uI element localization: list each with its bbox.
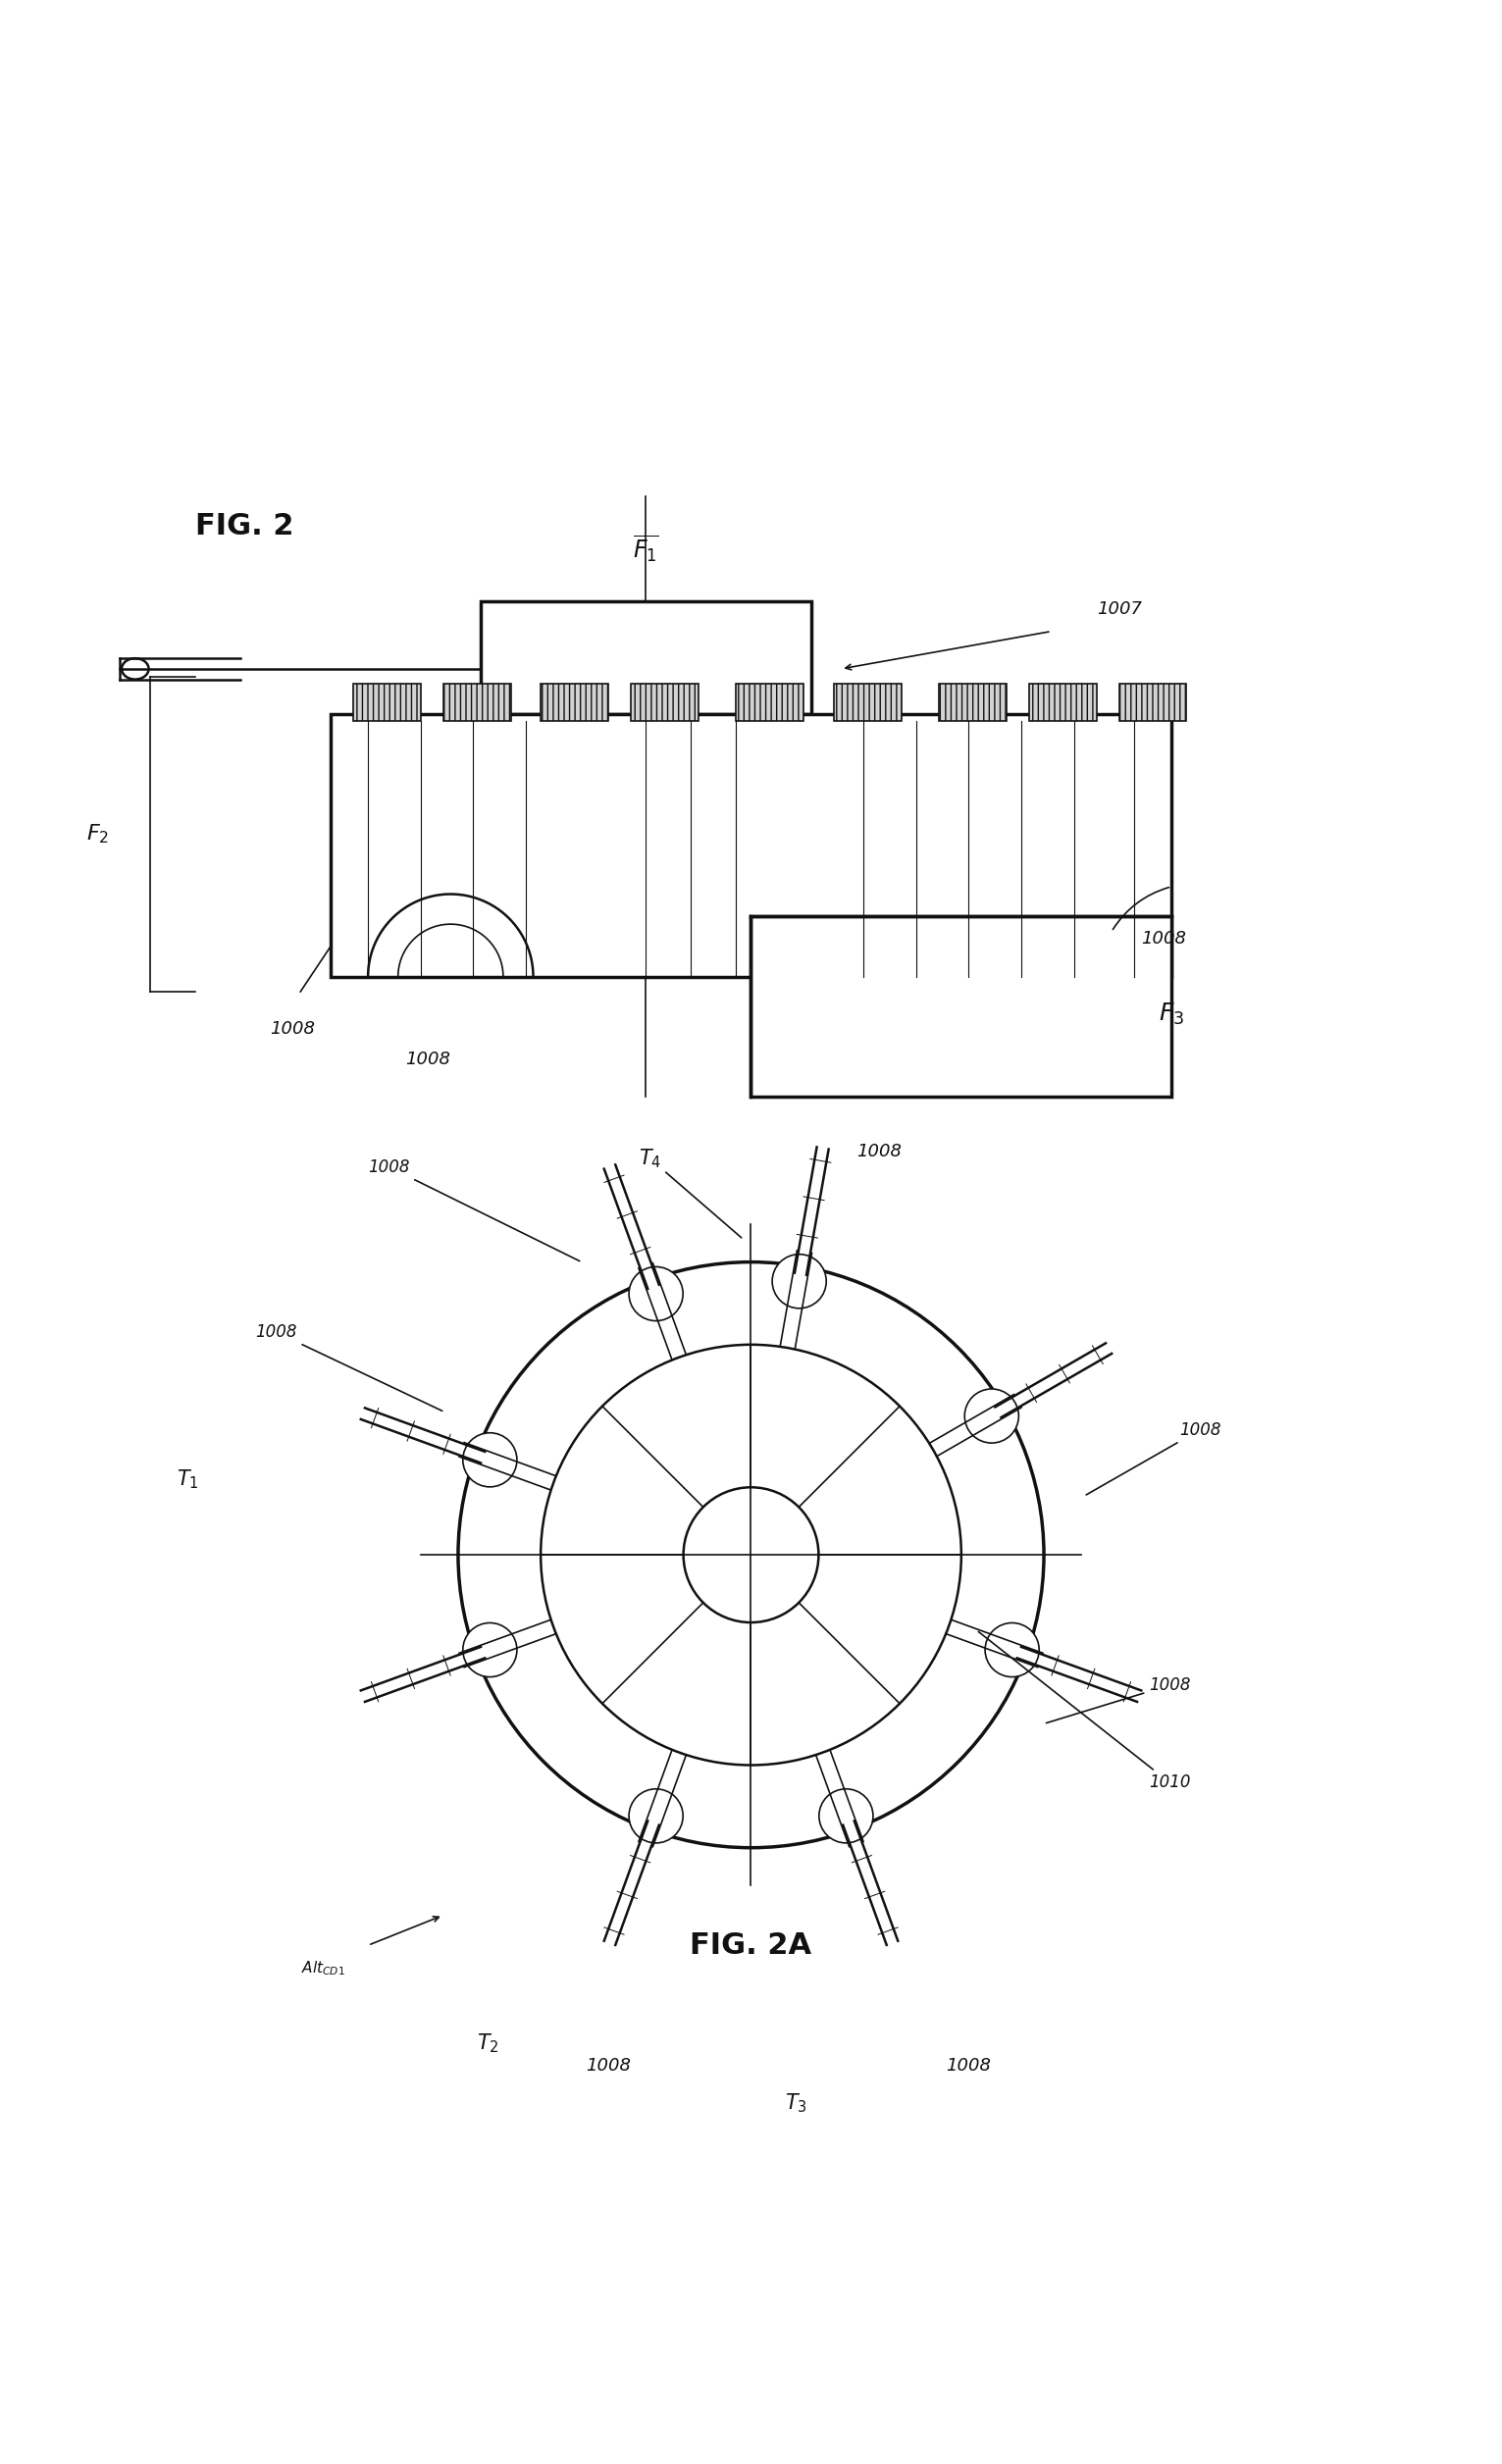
Circle shape	[629, 1789, 683, 1843]
Text: 1008: 1008	[856, 1143, 901, 1161]
Circle shape	[683, 1488, 819, 1621]
Text: 1008: 1008	[1086, 1422, 1221, 1496]
Text: $T_2$: $T_2$	[478, 2030, 499, 2055]
Text: $\overline{F_1}$: $\overline{F_1}$	[632, 532, 659, 564]
Bar	[330, 715, 1172, 976]
Text: 1008: 1008	[1047, 1676, 1191, 1722]
Text: $T_4$: $T_4$	[638, 1146, 742, 1237]
Text: 1008: 1008	[255, 1323, 442, 1412]
Circle shape	[463, 1434, 517, 1486]
Bar	[443, 685, 511, 722]
Text: 1008: 1008	[1142, 931, 1187, 949]
Circle shape	[629, 1266, 683, 1321]
Text: 1008: 1008	[586, 2057, 631, 2075]
Bar	[353, 685, 421, 722]
Bar	[834, 685, 901, 722]
Bar	[736, 685, 804, 722]
Text: 1010: 1010	[978, 1631, 1191, 1791]
Text: 1008: 1008	[406, 1050, 451, 1067]
Text: 1008: 1008	[946, 2057, 991, 2075]
Circle shape	[819, 1789, 873, 1843]
Text: $T_3$: $T_3$	[786, 2092, 807, 2114]
Bar	[939, 685, 1006, 722]
Text: FIG. 2A: FIG. 2A	[689, 1932, 813, 1959]
Bar	[751, 917, 1172, 1096]
Text: $F_2$: $F_2$	[86, 823, 110, 845]
Text: 1008: 1008	[368, 1158, 580, 1262]
Text: $F_3$: $F_3$	[1158, 1000, 1185, 1027]
Text: 1007: 1007	[1096, 599, 1142, 618]
Text: $T_1$: $T_1$	[177, 1469, 198, 1491]
Text: FIG. 2: FIG. 2	[195, 513, 294, 540]
Circle shape	[458, 1262, 1044, 1848]
Bar	[481, 601, 811, 715]
Circle shape	[541, 1345, 961, 1764]
Bar	[1029, 685, 1096, 722]
Circle shape	[985, 1624, 1039, 1678]
Circle shape	[463, 1624, 517, 1678]
Bar	[1119, 685, 1187, 722]
Bar	[541, 685, 608, 722]
Circle shape	[772, 1254, 826, 1308]
Text: $\mathit{Alt_{CD1}}$: $\mathit{Alt_{CD1}}$	[300, 1959, 345, 1976]
Circle shape	[964, 1390, 1018, 1444]
Text: 1008: 1008	[270, 1020, 315, 1037]
Bar	[631, 685, 698, 722]
